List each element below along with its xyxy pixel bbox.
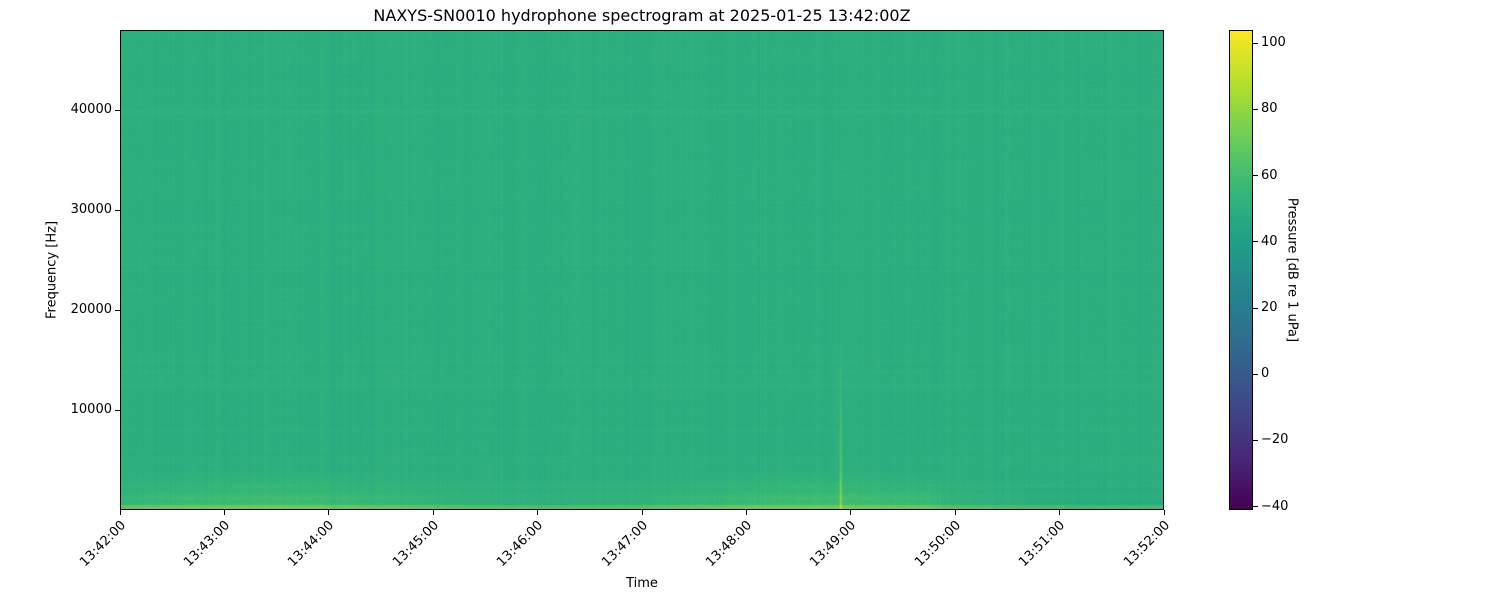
- colorbar-tick-mark: [1253, 241, 1258, 243]
- x-tick-label: 13:46:00: [494, 518, 547, 570]
- x-tick-label: 13:48:00: [703, 518, 756, 570]
- x-tick-label: 13:43:00: [181, 518, 234, 570]
- x-axis-label: Time: [626, 576, 658, 591]
- y-tick-label: 10000: [70, 402, 112, 417]
- colorbar-tick-label: 0: [1261, 366, 1270, 382]
- colorbar-tick-mark: [1253, 439, 1258, 441]
- y-tick-label: 20000: [70, 302, 112, 317]
- x-tick-mark: [641, 510, 643, 515]
- colorbar-tick-label: 80: [1261, 101, 1278, 117]
- x-tick-label: 13:51:00: [1016, 518, 1069, 570]
- colorbar-tick-mark: [1253, 175, 1258, 177]
- y-tick-label: 30000: [70, 202, 112, 217]
- x-tick-mark: [119, 510, 121, 515]
- x-tick-mark: [954, 510, 956, 515]
- colorbar-tick-label: −40: [1261, 498, 1289, 514]
- colorbar-tick-label: 60: [1261, 167, 1278, 183]
- colorbar-tick-label: 20: [1261, 300, 1278, 316]
- colorbar-tick-mark: [1253, 108, 1258, 110]
- colorbar: [1229, 30, 1253, 510]
- colorbar-tick-mark: [1253, 373, 1258, 375]
- x-tick-mark: [745, 510, 747, 515]
- colorbar-frame: [1229, 30, 1253, 510]
- spectrogram-image: [120, 30, 1164, 510]
- y-tick-label: 40000: [70, 102, 112, 117]
- x-tick-mark: [328, 510, 330, 515]
- colorbar-tick-mark: [1253, 307, 1258, 309]
- x-tick-mark: [850, 510, 852, 515]
- x-tick-label: 13:49:00: [807, 518, 860, 570]
- x-tick-mark: [1163, 510, 1165, 515]
- y-tick-mark: [115, 109, 120, 111]
- chart-title: NAXYS-SN0010 hydrophone spectrogram at 2…: [373, 6, 911, 25]
- x-tick-label: 13:50:00: [911, 518, 964, 570]
- x-tick-label: 13:45:00: [389, 518, 442, 570]
- y-axis-label: Frequency [Hz]: [44, 220, 60, 320]
- x-tick-mark: [537, 510, 539, 515]
- x-tick-mark: [223, 510, 225, 515]
- x-tick-mark: [1059, 510, 1061, 515]
- colorbar-tick-label: −20: [1261, 432, 1289, 448]
- y-tick-mark: [115, 409, 120, 411]
- x-tick-label: 13:44:00: [285, 518, 338, 570]
- colorbar-tick-mark: [1253, 506, 1258, 508]
- x-tick-mark: [432, 510, 434, 515]
- colorbar-tick-label: 40: [1261, 233, 1278, 249]
- y-tick-mark: [115, 309, 120, 311]
- colorbar-tick-label: 100: [1261, 35, 1286, 51]
- x-tick-label: 13:47:00: [598, 518, 651, 570]
- y-tick-mark: [115, 209, 120, 211]
- x-tick-label: 13:42:00: [76, 518, 129, 570]
- colorbar-label: Pressure [dB re 1 uPa]: [1284, 197, 1300, 343]
- x-tick-label: 13:52:00: [1120, 518, 1173, 570]
- colorbar-tick-mark: [1253, 42, 1258, 44]
